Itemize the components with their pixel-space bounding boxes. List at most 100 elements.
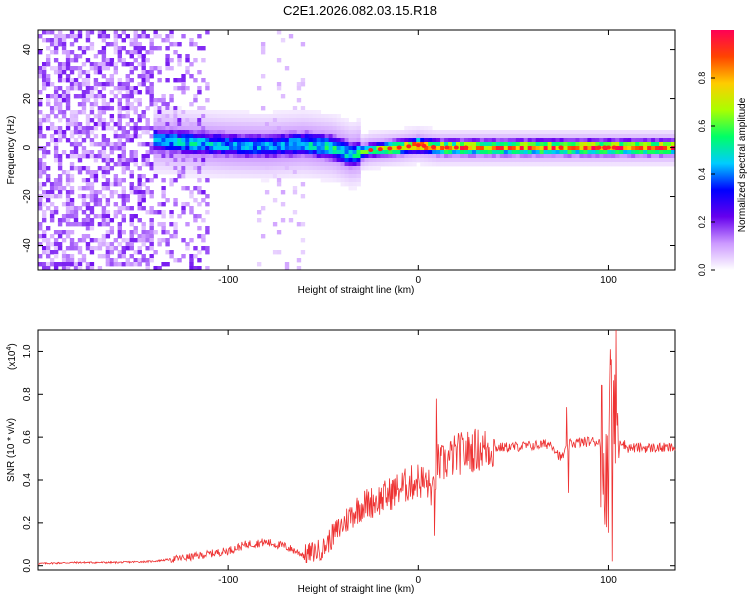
- heatmap-cell: [89, 206, 95, 211]
- heatmap-cell: [479, 142, 485, 147]
- heatmap-cell: [169, 222, 174, 227]
- heatmap-cell: [348, 122, 353, 127]
- heatmap-cell: [53, 210, 59, 215]
- heatmap-cell: [221, 126, 226, 131]
- heatmap-cell: [221, 114, 226, 119]
- heatmap-cell: [149, 86, 154, 91]
- heatmap-cell: [61, 186, 67, 191]
- heatmap-cell: [85, 74, 91, 79]
- heatmap-cell: [479, 130, 485, 135]
- heatmap-cell: [249, 130, 254, 135]
- heatmap-cell: [280, 142, 286, 147]
- heatmap-cell: [61, 230, 67, 235]
- heatmap-cell: [296, 142, 302, 147]
- heatmap-cell: [292, 106, 298, 111]
- heatmap-cell: [296, 166, 302, 171]
- heatmap-cell: [356, 154, 361, 159]
- heatmap-cell: [129, 54, 134, 59]
- heatmap-cell: [165, 138, 170, 143]
- heatmap-cell: [165, 158, 170, 163]
- heatmap-cell: [579, 146, 584, 151]
- heatmap-cell: [404, 146, 409, 151]
- heatmap-cell: [643, 142, 648, 147]
- heatmap-cell: [109, 158, 115, 163]
- heatmap-cell: [420, 154, 425, 159]
- heatmap-cell: [153, 250, 158, 255]
- heatmap-cell: [495, 146, 501, 151]
- heatmap-cell: [627, 154, 632, 159]
- heatmap-cell: [161, 122, 166, 127]
- heatmap-cell: [73, 78, 79, 83]
- heatmap-cell: [527, 130, 533, 135]
- heatmap-cell: [511, 130, 517, 135]
- heatmap-cell: [161, 98, 166, 103]
- heatmap-cell: [189, 206, 194, 211]
- heatmap-cell: [571, 130, 576, 135]
- heatmap-cell: [93, 190, 99, 195]
- snr-xlabel: Height of straight line (km): [298, 584, 415, 595]
- heatmap-cell: [105, 262, 111, 267]
- heatmap-cell: [125, 94, 130, 99]
- heatmap-cell: [388, 158, 393, 163]
- heatmap-cell: [444, 142, 449, 147]
- heatmap-cell: [260, 118, 266, 123]
- heatmap-cell: [157, 118, 162, 123]
- heatmap-cell: [177, 174, 182, 179]
- heatmap-cell: [61, 254, 67, 259]
- heatmap-cell: [113, 258, 119, 263]
- heatmap-cell: [113, 50, 119, 55]
- heatmap-cell: [571, 158, 576, 163]
- heatmap-cell: [41, 170, 47, 175]
- heatmap-cell: [197, 90, 202, 95]
- heatmap-cell: [332, 126, 337, 131]
- heatmap-cell: [547, 154, 552, 159]
- heatmap-cell: [336, 146, 341, 151]
- heatmap-cell: [292, 150, 298, 155]
- heatmap-cell: [511, 134, 517, 139]
- heatmap-cell: [157, 138, 162, 143]
- heatmap-cell: [197, 142, 202, 147]
- heatmap-cell: [340, 150, 345, 155]
- heatmap-cell: [173, 158, 178, 163]
- heatmap-cell: [89, 174, 95, 179]
- heatmap-cell: [133, 134, 138, 139]
- heatmap-cell: [85, 130, 91, 135]
- heatmap-cell: [161, 146, 166, 151]
- heatmap-cell: [372, 142, 377, 147]
- heatmap-cell: [225, 118, 230, 123]
- heatmap-cell: [153, 154, 158, 159]
- heatmap-cell: [424, 130, 429, 135]
- heatmap-cell: [209, 150, 214, 155]
- heatmap-cell: [61, 38, 67, 43]
- heatmap-cell: [185, 246, 190, 251]
- heatmap-cell: [161, 38, 166, 43]
- heatmap-cell: [57, 86, 63, 91]
- heatmap-cell: [69, 238, 75, 243]
- heatmap-cell: [332, 170, 337, 175]
- heatmap-cell: [559, 142, 564, 147]
- heatmap-cell: [53, 114, 59, 119]
- heatmap-cell: [221, 154, 226, 159]
- heatmap-cell: [408, 142, 413, 147]
- heatmap-cell: [344, 118, 349, 123]
- heatmap-cell: [173, 258, 178, 263]
- heatmap-cell: [360, 162, 365, 167]
- heatmap-cell: [97, 266, 103, 271]
- heatmap-cell: [507, 158, 513, 163]
- colorbar-tick-label: 0.0: [697, 264, 707, 277]
- heatmap-cell: [177, 86, 182, 91]
- heatmap-cell: [635, 150, 640, 155]
- heatmap-cell: [209, 146, 214, 151]
- heatmap-cell: [185, 70, 190, 75]
- heatmap-cell: [221, 138, 226, 143]
- heatmap-cell: [209, 126, 214, 131]
- heatmap-cell: [424, 162, 429, 167]
- heatmap-cell: [388, 162, 393, 167]
- heatmap-cell: [113, 246, 119, 251]
- heatmap-cell: [651, 130, 656, 135]
- heatmap-cell: [181, 86, 186, 91]
- heatmap-cell: [356, 174, 361, 179]
- heatmap-cell: [57, 230, 63, 235]
- heatmap-cell: [647, 158, 652, 163]
- heatmap-cell: [583, 150, 588, 155]
